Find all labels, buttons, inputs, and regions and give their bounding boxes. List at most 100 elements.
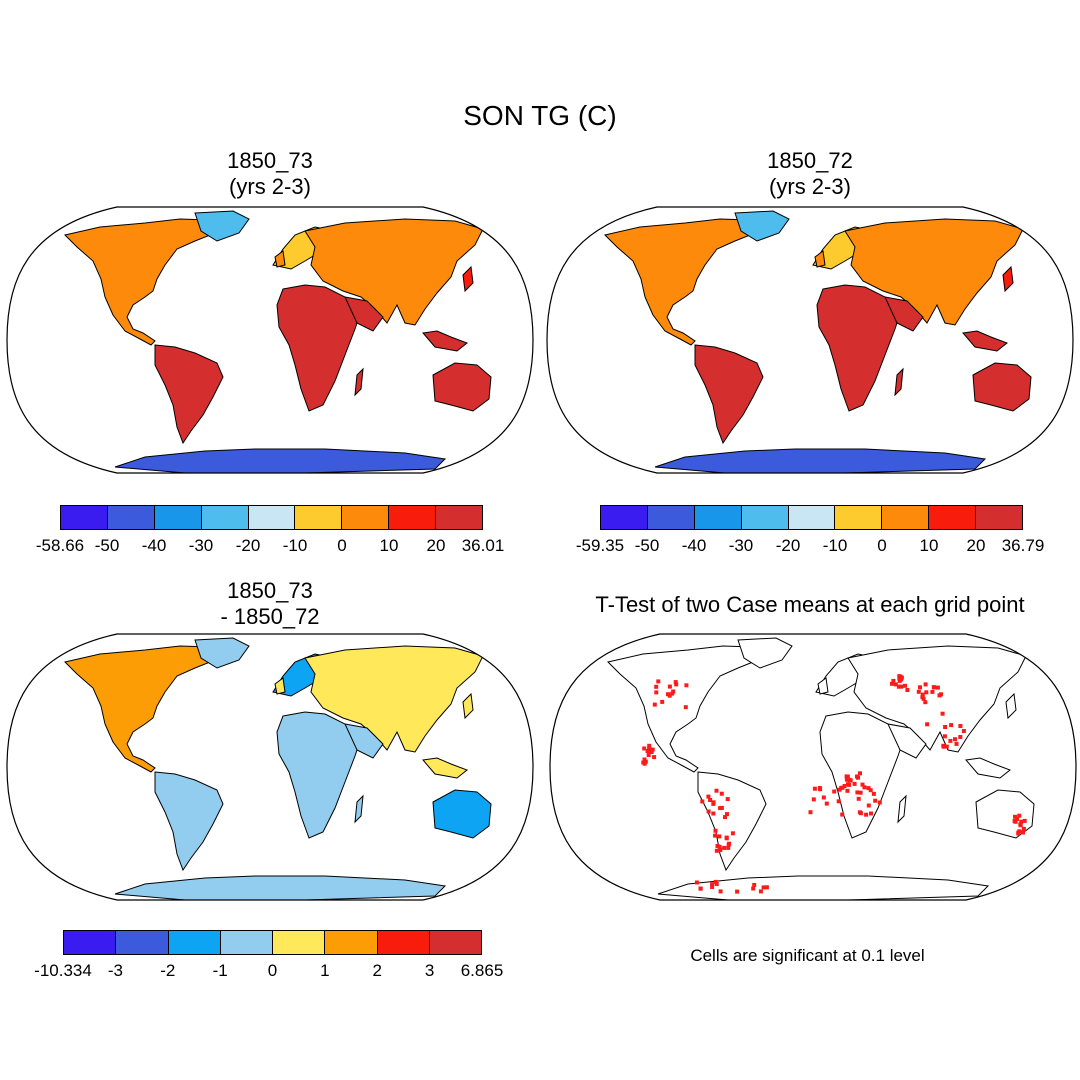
- panel-2-border: [546, 206, 1074, 474]
- significant-cell: [890, 681, 894, 686]
- significant-cell: [656, 679, 661, 684]
- panel-4-antarctica: [657, 875, 990, 900]
- significant-cell: [852, 781, 857, 786]
- colorbar-swatch: [882, 506, 930, 529]
- significant-cell: [812, 786, 817, 791]
- significant-cell: [714, 788, 719, 793]
- panel-2-colorbar-labels: -59.35 -50 -40 -30 -20 -10 0 10 20 36.79: [576, 536, 1044, 558]
- significant-cell: [708, 798, 713, 802]
- panel-3-arabia: [344, 723, 384, 759]
- colorbar-label: -10: [282, 536, 308, 555]
- panel-4-northAmerica: [607, 645, 770, 773]
- panel-3-colorbar-labels: -10.334 -3 -2 -1 0 1 2 3 6.865: [34, 961, 503, 983]
- significant-cell: [666, 692, 670, 697]
- panel-1-colorbar-labels: -58.66 -50 -40 -30 -20 -10 0 10 20 36.01: [36, 536, 504, 558]
- significant-cell: [706, 794, 711, 799]
- panel-2-indonesia: [962, 330, 1008, 352]
- colorbar-swatch: [694, 506, 742, 529]
- panel-1-title-line2: (yrs 2-3): [229, 174, 311, 199]
- significant-cell: [923, 700, 928, 705]
- significant-cell: [941, 744, 946, 749]
- significant-cell: [811, 797, 816, 802]
- significant-cell: [862, 785, 867, 790]
- panel-3-africa: [276, 711, 362, 839]
- panel-2-land-group: [604, 210, 1032, 473]
- panel-4-arabia: [887, 723, 927, 759]
- panel-3-japan: [462, 692, 474, 720]
- significant-cell: [718, 848, 723, 852]
- panel-1-indonesia: [422, 330, 468, 352]
- panel-3-uk: [274, 677, 286, 695]
- colorbar-label: 3: [424, 961, 435, 980]
- panel-4-uk: [817, 677, 829, 695]
- significant-cell: [683, 705, 688, 710]
- significant-cell: [899, 684, 904, 689]
- panel-2-map: [546, 206, 1074, 474]
- significant-cell: [860, 782, 865, 787]
- significant-cell: [761, 885, 766, 890]
- significant-cell: [645, 749, 650, 753]
- significant-cell: [647, 746, 652, 751]
- significant-cell: [714, 882, 719, 886]
- colorbar-label: 2: [372, 961, 382, 980]
- panel-1-colorbar: [60, 505, 483, 530]
- significant-cell: [751, 886, 756, 891]
- significant-cell: [700, 799, 705, 804]
- significant-cell: [719, 805, 724, 810]
- significant-cell: [866, 803, 871, 808]
- significant-cell: [643, 759, 648, 764]
- significant-cell: [714, 848, 719, 853]
- colorbar-label: 20: [966, 536, 986, 555]
- significant-cell: [727, 841, 732, 846]
- colorbar-swatch: [201, 506, 249, 529]
- significant-cell: [918, 685, 922, 690]
- panel-1-australia: [432, 362, 492, 412]
- panel-2-antarctica: [654, 448, 987, 473]
- panel-2-uk: [814, 250, 826, 268]
- panel-1-africa: [276, 284, 362, 412]
- panel-2-asia: [844, 218, 1024, 326]
- significant-cell: [856, 796, 861, 801]
- significant-cell: [958, 735, 963, 739]
- significant-cell: [921, 696, 926, 701]
- significant-cell: [1019, 819, 1024, 824]
- significant-cell: [899, 675, 904, 680]
- significant-cell: [652, 702, 657, 707]
- panel-1-uk: [274, 250, 286, 268]
- significant-cell: [953, 737, 957, 742]
- significant-cell: [932, 685, 937, 690]
- colorbar-swatch: [835, 506, 883, 529]
- significant-cell: [905, 688, 910, 692]
- significant-cell: [808, 810, 813, 815]
- colorbar-swatch: [64, 931, 117, 954]
- significant-cell: [642, 757, 647, 762]
- significant-cell: [713, 879, 718, 884]
- significant-cell: [891, 678, 896, 683]
- panel-3-madagascar: [354, 794, 364, 824]
- significant-cell: [717, 844, 722, 849]
- significant-cell: [821, 795, 826, 800]
- panel-2-title-line2: (yrs 2-3): [769, 174, 851, 199]
- significant-cell: [848, 778, 853, 783]
- significant-cell: [717, 834, 722, 839]
- significant-cell: [758, 889, 763, 894]
- significant-cell: [942, 734, 947, 739]
- significant-cell: [866, 786, 871, 791]
- significance-note: Cells are significant at 0.1 level: [690, 946, 925, 965]
- significant-cell: [930, 689, 935, 694]
- colorbar-label: -59.35: [575, 536, 625, 555]
- significant-cell: [684, 683, 689, 688]
- significant-cell: [845, 774, 850, 779]
- significant-cell: [652, 755, 657, 760]
- significant-cell: [713, 833, 718, 838]
- panel-4-asia: [847, 645, 1027, 753]
- significant-cell: [719, 791, 724, 796]
- colorbar-label: -40: [681, 536, 707, 555]
- significant-cell: [836, 799, 841, 804]
- panel-4-title: T-Test of two Case means at each grid po…: [540, 592, 1080, 618]
- panel-4-madagascar: [897, 794, 907, 824]
- significant-cell: [1017, 813, 1022, 818]
- significant-cell: [954, 741, 959, 746]
- significant-cell: [869, 811, 873, 816]
- panel-3-northAmerica: [64, 645, 227, 773]
